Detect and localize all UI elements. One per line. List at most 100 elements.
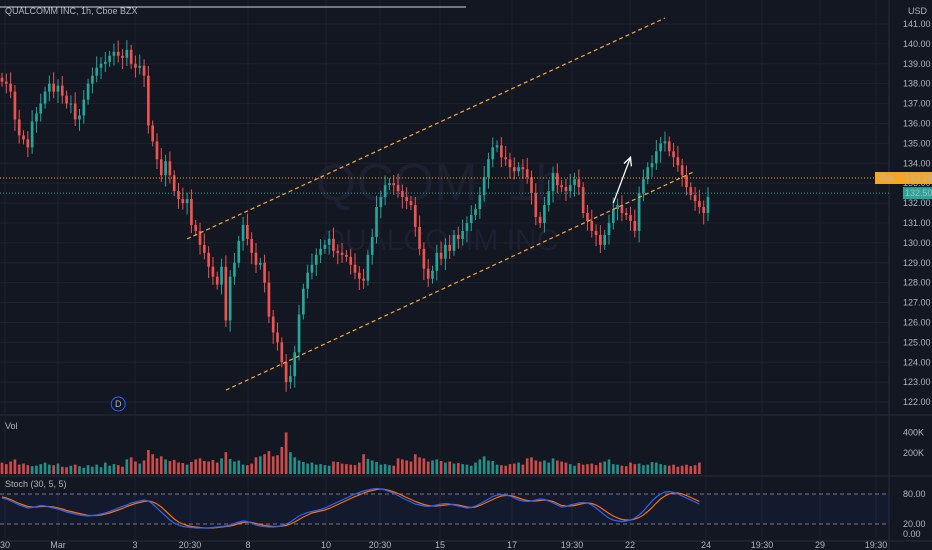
channel-lower-line[interactable] [225,170,696,391]
price-tick-label: 123.00 [903,377,931,387]
candle [379,197,383,208]
price-axis: 141.00 140.00 139.00 138.00 137.00 136.00 135.… [875,19,932,539]
candle [685,175,688,188]
volume-bar [125,459,129,474]
candle [190,199,193,225]
volume-bar [91,466,94,474]
candle [185,199,189,204]
candle [207,252,210,267]
candle [39,103,43,114]
candle [577,179,581,188]
volume-bar [116,465,120,474]
volume-bar [474,462,477,474]
candle [276,332,279,343]
pre-label-text: Pre [880,173,894,183]
price-tick-label: 124.00 [903,357,931,367]
volume-bar [435,459,439,474]
stoch-tick-label: 0.00 [903,529,921,539]
price-tick-label: 138.00 [903,79,931,89]
candle [327,238,331,245]
candle [22,135,25,140]
candle [306,272,309,289]
candle [491,147,495,160]
volume-bar [577,463,581,474]
volume-bar [637,463,641,474]
candle [538,216,542,223]
volume-bar [310,462,314,474]
volume-bar [594,465,598,474]
candle [698,201,701,208]
candle [422,248,426,269]
volume-bar [26,465,30,474]
candle [611,209,615,223]
volume-bar [164,459,167,474]
candle [435,252,439,271]
pre-label-badge [875,171,903,184]
candle [65,95,68,104]
candle [706,197,710,214]
volume-bar [78,466,81,474]
volume-bar [207,461,210,474]
volume-bar [121,466,124,474]
candle [254,252,258,265]
candle [461,230,464,239]
volume-bar [336,462,340,474]
volume-bar [267,451,271,474]
candle [250,238,254,253]
volume-bar [629,462,632,474]
candle [237,240,241,263]
price-tick-label: 130.00 [903,238,931,248]
candle [73,103,77,120]
time-tick-label: 8 [245,540,250,550]
volume-bar [30,466,34,474]
volume-bar [297,460,301,474]
volume-bar [159,456,163,474]
candle [258,262,262,265]
volume-bar [491,461,495,474]
volume-bar [4,464,8,474]
candle [60,85,64,96]
dividend-icon[interactable] [110,396,126,412]
arrow-shaft[interactable] [612,157,632,204]
volume-bar [547,462,551,474]
last-price-badge [903,187,932,200]
arrow-head[interactable] [623,155,632,167]
volume-bar [233,461,236,474]
stoch-k-line [1,487,700,529]
stoch-tick-label: 20.00 [903,519,926,529]
symbol-title[interactable]: QUALCOMM INC, 1h, Cboe BZX [5,6,138,16]
volume-bar [319,464,322,474]
volume-bar [401,459,404,474]
volume-bar [568,464,572,474]
volume-bar [0,462,4,474]
candle [280,342,284,363]
volume-bar [43,462,47,474]
candle [594,230,598,235]
time-axis: 30 Mar 3 20:30 8 10 20:30 15 17 19:30 22 24 19:30 29 1… [0,540,887,550]
drawings-layer[interactable]: D [0,17,889,412]
channel-upper-line[interactable] [186,17,666,240]
stoch-pane-label: Stoch (30, 5, 5) [5,479,67,489]
candle [314,254,318,265]
candle [86,83,90,100]
volume-bar [99,467,103,474]
volume-bar [134,461,137,474]
candle [375,207,378,237]
volume-bar [362,454,365,474]
candle [500,145,503,158]
candle [297,314,301,353]
candle [125,49,129,58]
time-tick-label: 24 [701,540,711,550]
candle [555,173,559,186]
candle [302,288,305,315]
volume-bar [431,460,434,474]
volume-bar [379,464,383,474]
candle [504,157,508,160]
volume-bar [672,464,675,474]
candle [129,49,133,64]
volume-bar [590,463,594,474]
volume-bar [323,465,327,474]
candle [353,264,357,273]
